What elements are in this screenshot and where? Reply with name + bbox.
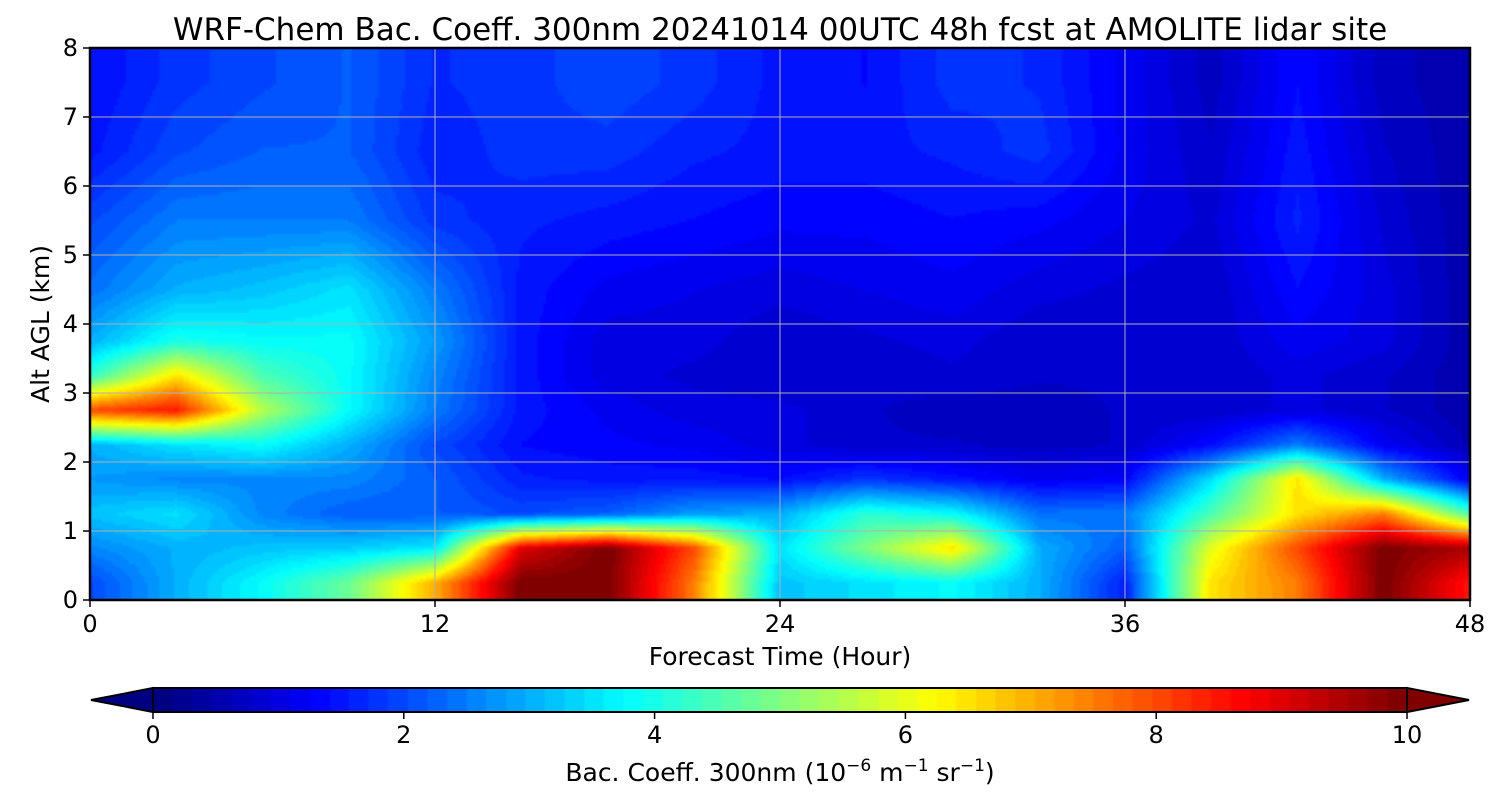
plot-area — [88, 46, 1472, 602]
colorbar-gradient — [153, 688, 1407, 712]
colorbar-tick-label: 10 — [1392, 721, 1423, 749]
colorbar-frame — [152, 687, 1408, 713]
y-tick-label: 5 — [63, 241, 78, 269]
colorbar-extend-low — [90, 686, 154, 714]
y-tick-label: 8 — [63, 34, 78, 62]
x-tick-label: 36 — [1110, 610, 1141, 638]
colorbar: 0 2 4 6 8 10 Bac. Coeff. 300nm (10−6 m−1 sr−1… — [90, 686, 1470, 787]
colorbar-tick-label: 6 — [898, 721, 913, 749]
y-axis: 0 1 2 3 4 5 6 7 8 — [63, 34, 90, 614]
x-axis-label: Forecast Time (Hour) — [649, 642, 912, 671]
x-tick-label: 48 — [1455, 610, 1486, 638]
colorbar-label: Bac. Coeff. 300nm (10−6 m−1 sr−1) — [565, 756, 994, 787]
y-axis-label: Alt AGL (km) — [26, 245, 55, 403]
x-tick-label: 12 — [420, 610, 451, 638]
colorbar-label-suffix: ) — [985, 758, 995, 787]
colorbar-label-exp3: −1 — [960, 756, 985, 776]
y-tick-label: 0 — [63, 586, 78, 614]
colorbar-label-mid2: sr — [929, 758, 961, 787]
y-tick-label: 1 — [63, 517, 78, 545]
y-tick-label: 2 — [63, 448, 78, 476]
colorbar-label-mid1: m — [871, 758, 903, 787]
colorbar-extend-high — [1406, 686, 1470, 714]
colorbar-tick-label: 4 — [647, 721, 662, 749]
colorbar-label-exp1: −6 — [846, 756, 871, 776]
y-tick-label: 6 — [63, 172, 78, 200]
y-tick-label: 7 — [63, 103, 78, 131]
colorbar-label-prefix: Bac. Coeff. 300nm (10 — [565, 758, 846, 787]
colorbar-tick-label: 2 — [396, 721, 411, 749]
colorbar-ticks: 0 2 4 6 8 10 — [145, 712, 1422, 749]
colorbar-label-exp2: −1 — [904, 756, 929, 776]
chart-title: WRF-Chem Bac. Coeff. 300nm 20241014 00UT… — [173, 12, 1387, 48]
colorbar-tick-label: 0 — [145, 721, 160, 749]
y-tick-label: 3 — [63, 379, 78, 407]
colorbar-tick-label: 8 — [1149, 721, 1164, 749]
x-tick-label: 0 — [82, 610, 97, 638]
x-tick-label: 24 — [765, 610, 796, 638]
y-tick-label: 4 — [63, 310, 78, 338]
x-axis: 0 12 24 36 48 — [82, 600, 1485, 638]
